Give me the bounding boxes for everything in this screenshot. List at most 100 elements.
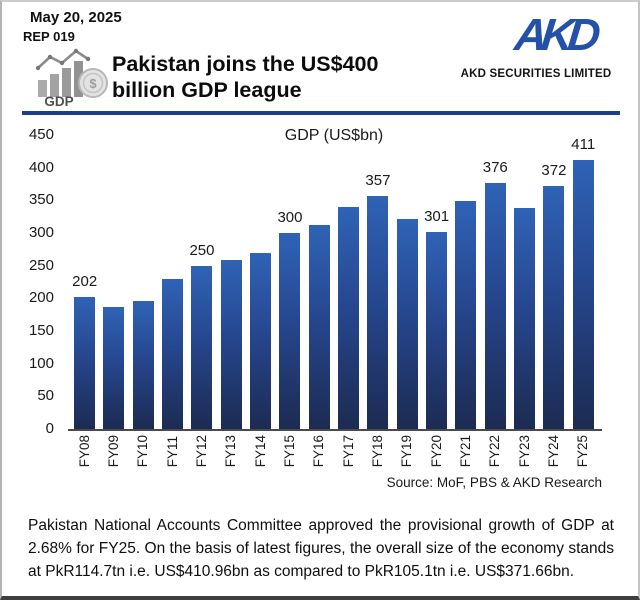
bar-slot: 202 [70, 135, 99, 429]
bar-slot [305, 135, 334, 429]
x-axis-tick: FY09 [99, 435, 128, 467]
gdp-bar-fy10 [132, 300, 154, 429]
x-axis-tick-label: FY16 [311, 435, 327, 468]
x-axis-tick: FY13 [217, 435, 246, 467]
bar-series: 202 250 300 357 301 376 372 411 [70, 135, 598, 429]
y-axis-tick-label: 300 [28, 224, 54, 241]
y-axis-tick-label: 250 [28, 256, 54, 274]
x-axis-tick-label: FY15 [281, 435, 297, 468]
x-axis-tick-label: FY20 [428, 435, 444, 468]
data-label-fy24: 372 [541, 161, 567, 179]
gdp-bar-fy11 [162, 278, 184, 429]
bar-slot: 372 [539, 135, 568, 429]
x-axis-tick-label: FY17 [340, 435, 356, 468]
company-name: AKD SECURITIES LIMITED [460, 68, 612, 80]
x-axis-tick-label: FY10 [135, 435, 151, 468]
x-axis-tick: FY22 [481, 435, 510, 467]
x-axis-tick-label: FY24 [545, 435, 561, 468]
gdp-bar-fy19 [396, 219, 418, 429]
gdp-icon-label: GDP [44, 94, 73, 108]
data-label-fy22: 376 [482, 159, 508, 177]
company-logo: AKD [480, 9, 630, 60]
gdp-bar-fy13 [220, 260, 242, 429]
akd-monogram-icon: AKD [512, 9, 598, 60]
x-axis-tick-label: FY21 [457, 435, 473, 468]
gdp-bar-fy20: 301 [424, 208, 449, 429]
y-axis-tick-label: 150 [28, 322, 54, 339]
bar-slot [129, 135, 158, 429]
report-date: May 20, 2025 [30, 9, 122, 26]
x-axis-tick-label: FY22 [487, 435, 503, 468]
bar-slot [99, 135, 128, 429]
bar-slot [334, 135, 363, 429]
x-axis-tick-label: FY18 [369, 435, 385, 468]
x-axis-tick-label: FY25 [575, 435, 591, 468]
y-axis-tick-label: 400 [28, 158, 54, 176]
bar-slot [451, 135, 480, 429]
x-axis-tick: FY08 [70, 435, 99, 467]
y-axis-tick-label: 350 [28, 191, 54, 209]
gdp-bar-fy14 [250, 252, 272, 429]
bar-slot: 411 [569, 135, 598, 429]
gdp-bar-fy15: 300 [277, 209, 302, 429]
y-axis-tick-label: 200 [28, 289, 54, 307]
data-label-fy25: 411 [571, 136, 596, 154]
bar-slot [510, 135, 539, 429]
x-axis-tick-label: FY11 [164, 436, 180, 468]
x-axis-tick-label: FY08 [76, 435, 92, 468]
gdp-bar-fy24: 372 [541, 162, 566, 429]
x-axis-line [68, 429, 602, 431]
x-axis-tick: FY24 [539, 435, 568, 467]
data-label-fy18: 357 [365, 171, 391, 189]
gdp-bar-fy17 [338, 206, 360, 429]
page-title-line1: Pakistan joins the US$400 [112, 52, 379, 76]
bar-slot: 376 [481, 135, 510, 429]
gdp-bar-fy18: 357 [365, 172, 390, 429]
bar-slot: 301 [422, 135, 451, 429]
gdp-bar-fy23 [514, 208, 536, 429]
report-number: REP 019 [23, 29, 75, 44]
x-axis-tick: FY15 [275, 435, 304, 467]
y-axis-tick-label: 450 [28, 126, 54, 143]
bar-slot: 300 [275, 135, 304, 429]
x-axis-tick: FY16 [305, 435, 334, 467]
x-axis-tick-label: FY09 [105, 435, 121, 468]
bar-slot: 357 [363, 135, 392, 429]
data-label-fy08: 202 [72, 273, 98, 291]
x-axis-tick: FY21 [451, 435, 480, 467]
gdp-bar-fy21 [455, 201, 477, 429]
x-axis-tick: FY11 [158, 435, 187, 467]
x-axis-tick-label: FY13 [223, 435, 239, 468]
gdp-bar-fy16 [308, 224, 330, 429]
gdp-icon: $ GDP [32, 46, 116, 113]
x-axis-tick: FY19 [393, 435, 422, 467]
x-axis-tick: FY17 [334, 435, 363, 467]
chart-title: GDP (US$bn) [284, 127, 384, 144]
bar-slot [246, 135, 275, 429]
bar-slot [393, 135, 422, 429]
y-axis-tick-label: 50 [37, 387, 54, 405]
x-axis-tick: FY20 [422, 435, 451, 467]
gdp-bar-fy09 [103, 307, 125, 429]
bar-slot [158, 135, 187, 429]
y-axis-tick-label: 0 [45, 420, 54, 437]
x-axis-tick-label: FY23 [516, 435, 532, 468]
gdp-bar-fy08: 202 [72, 273, 97, 429]
y-axis-tick-label: 100 [28, 354, 54, 372]
x-axis-tick: FY14 [246, 435, 275, 467]
x-axis-tick: FY10 [129, 435, 158, 467]
data-label-fy12: 250 [189, 241, 215, 259]
x-axis-tick: FY23 [510, 435, 539, 467]
x-axis-tick-label: FY12 [193, 435, 209, 468]
x-axis-tick: FY25 [569, 435, 598, 467]
x-axis-tick: FY18 [363, 435, 392, 467]
summary-text: Pakistan National Accounts Committee app… [28, 517, 614, 580]
x-axis-labels: FY08 FY09 FY10 FY11 FY12 FY13 FY14 FY15 FY16 FY17… [70, 435, 598, 467]
gdp-bar-fy12: 250 [189, 242, 214, 429]
source-note: Source: MoF, PBS & AKD Research [386, 475, 602, 490]
x-axis-tick-label: FY19 [399, 435, 415, 468]
x-axis-tick: FY12 [187, 435, 216, 467]
gdp-bar-fy25: 411 [571, 136, 595, 429]
gdp-bar-fy22: 376 [483, 159, 508, 429]
